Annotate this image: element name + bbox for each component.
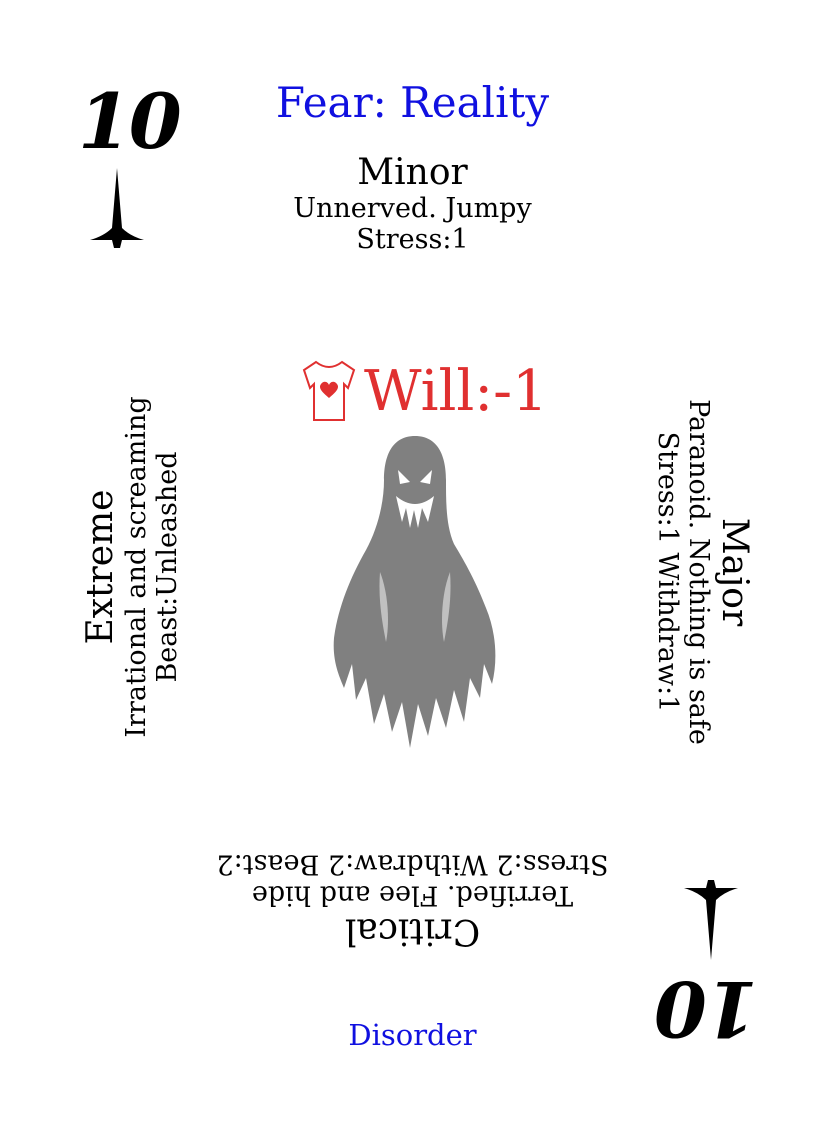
extreme-section: Extreme Irrational and screaming Beast:U… (80, 337, 183, 797)
critical-stats: Stress:2 Withdraw:2 Beast:2 (216, 848, 609, 880)
spade-spike-icon-bottom (684, 880, 738, 960)
ghost-icon (333, 436, 496, 748)
spade-spike-icon (90, 168, 144, 248)
extreme-stats: Beast:Unleashed (152, 451, 184, 683)
extreme-effect: Irrational and screaming (121, 396, 153, 738)
minor-stats: Stress:1 (356, 224, 469, 256)
minor-section: Minor Unnerved. Jumpy Stress:1 (0, 152, 825, 255)
heart-torso-icon (302, 360, 356, 421)
major-effect: Paranoid. Nothing is safe (682, 399, 714, 745)
extreme-heading: Extreme (80, 489, 121, 645)
will-modifier: Will:-1 (300, 358, 548, 424)
corner-rank-top: 10 (78, 77, 182, 166)
major-heading: Major (714, 517, 755, 627)
minor-effect: Unnerved. Jumpy (293, 193, 532, 225)
major-section: Major Paranoid. Nothing is safe Stress:1… (652, 342, 755, 802)
card-title: Fear: Reality (275, 78, 550, 127)
major-stats: Stress:1 Withdraw:1 (651, 431, 683, 713)
will-value: Will:-1 (364, 358, 548, 424)
card-footer: Disorder (348, 1018, 477, 1052)
minor-heading: Minor (357, 152, 468, 193)
